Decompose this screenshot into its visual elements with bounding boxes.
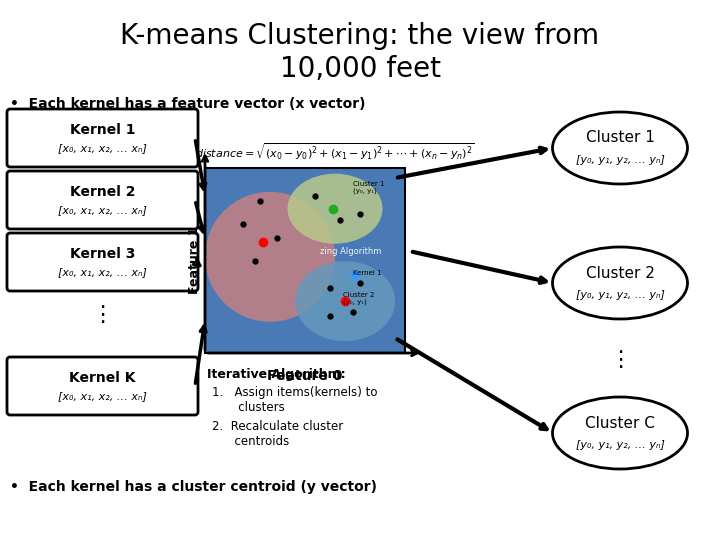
Text: [y₀, y₁, y₂, … yₙ]: [y₀, y₁, y₂, … yₙ] <box>575 290 665 300</box>
Text: •  Each kernel has a cluster centroid (y vector): • Each kernel has a cluster centroid (y … <box>10 480 377 494</box>
Text: Iterative Algorithm:: Iterative Algorithm: <box>207 368 346 381</box>
Text: Cluster 2
(y₀, y₁): Cluster 2 (y₀, y₁) <box>343 292 374 306</box>
Text: [y₀, y₁, y₂, … yₙ]: [y₀, y₁, y₂, … yₙ] <box>575 155 665 165</box>
Text: 2.  Recalculate cluster
      centroids: 2. Recalculate cluster centroids <box>212 420 343 448</box>
Text: Feature 1: Feature 1 <box>188 227 201 294</box>
Text: [x₀, x₁, x₂, … xₙ]: [x₀, x₁, x₂, … xₙ] <box>58 267 147 277</box>
FancyBboxPatch shape <box>7 109 198 167</box>
Text: [y₀, y₁, y₂, … yₙ]: [y₀, y₁, y₂, … yₙ] <box>575 440 665 450</box>
Text: 10,000 feet: 10,000 feet <box>279 55 441 83</box>
FancyBboxPatch shape <box>7 233 198 291</box>
Text: Kernel 1: Kernel 1 <box>353 270 382 276</box>
Text: ⋮: ⋮ <box>609 350 631 370</box>
Text: [x₀, x₁, x₂, … xₙ]: [x₀, x₁, x₂, … xₙ] <box>58 143 147 153</box>
Ellipse shape <box>552 397 688 469</box>
Text: [x₀, x₁, x₂, … xₙ]: [x₀, x₁, x₂, … xₙ] <box>58 391 147 401</box>
FancyBboxPatch shape <box>7 357 198 415</box>
Text: Kernel 3: Kernel 3 <box>70 247 135 261</box>
Ellipse shape <box>287 174 382 244</box>
Text: Cluster 1
(y₀, y₁): Cluster 1 (y₀, y₁) <box>353 181 384 194</box>
Text: [x₀, x₁, x₂, … xₙ]: [x₀, x₁, x₂, … xₙ] <box>58 205 147 215</box>
Text: Kernel K: Kernel K <box>69 371 136 385</box>
Text: Cluster 2: Cluster 2 <box>585 266 654 280</box>
Text: $distance = \sqrt{(x_0-y_0)^2+(x_1-y_1)^2+\cdots+(x_n-y_n)^2}$: $distance = \sqrt{(x_0-y_0)^2+(x_1-y_1)^… <box>195 141 475 162</box>
Text: 1.   Assign items(kernels) to
       clusters: 1. Assign items(kernels) to clusters <box>212 386 377 414</box>
Text: Kernel 1: Kernel 1 <box>70 123 135 137</box>
Ellipse shape <box>295 261 395 341</box>
Text: K-means Clustering: the view from: K-means Clustering: the view from <box>120 22 600 50</box>
Text: Cluster C: Cluster C <box>585 415 655 430</box>
Text: •  Each kernel has a feature vector (x vector): • Each kernel has a feature vector (x ve… <box>10 97 366 111</box>
Text: ⋮: ⋮ <box>91 305 113 325</box>
Ellipse shape <box>552 112 688 184</box>
Bar <box>205 168 405 353</box>
Ellipse shape <box>205 192 335 322</box>
Text: Kernel 2: Kernel 2 <box>70 185 135 199</box>
Text: Cluster 1: Cluster 1 <box>585 131 654 145</box>
FancyBboxPatch shape <box>7 171 198 229</box>
Text: zing Algorithm: zing Algorithm <box>320 247 382 256</box>
Text: Feature 0: Feature 0 <box>267 369 343 383</box>
Ellipse shape <box>552 247 688 319</box>
